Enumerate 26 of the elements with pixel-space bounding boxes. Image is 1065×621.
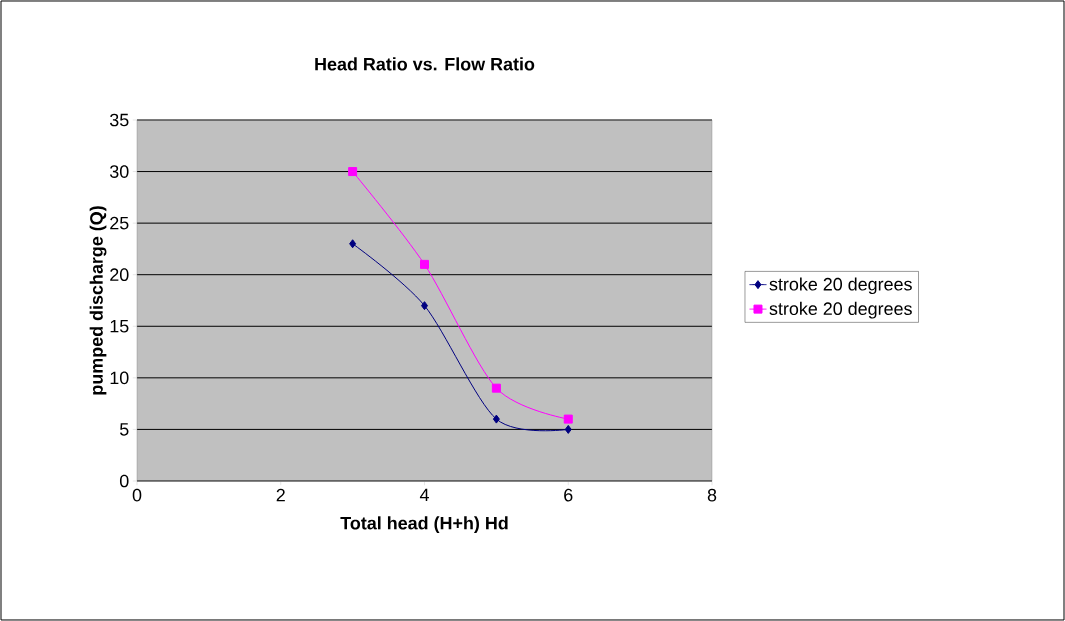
point xyxy=(348,167,358,177)
point xyxy=(563,414,573,424)
y-tick-label: 5 xyxy=(119,423,129,436)
x-tick-label: 2 xyxy=(276,488,285,502)
x-axis-title: Total head (H+h) Hd xyxy=(340,516,508,533)
point xyxy=(420,259,430,269)
y-tick-label: 20 xyxy=(110,268,129,282)
y-tick-label: 35 xyxy=(109,113,129,127)
point xyxy=(564,424,572,434)
y-tick-label: 10 xyxy=(110,371,129,385)
legend-label: stroke 20 degrees xyxy=(769,277,912,295)
point xyxy=(421,301,429,311)
point xyxy=(492,414,500,424)
x-tick-label: 8 xyxy=(707,488,717,502)
point xyxy=(349,239,357,249)
legend-label: stroke 20 degrees xyxy=(769,301,912,319)
x-tick-label: 0 xyxy=(132,488,142,502)
y-tick-label: 30 xyxy=(109,165,129,178)
x-tick-label: 6 xyxy=(564,488,573,502)
y-axis-title: pumped discharge (Q) xyxy=(89,206,107,395)
point xyxy=(491,383,501,393)
y-tick-label: 0 xyxy=(119,474,129,488)
y-tick-label: 15 xyxy=(110,320,129,333)
chart-title: Head Ratio vs. Flow Ratio xyxy=(315,57,535,71)
x-tick-label: 4 xyxy=(419,488,429,502)
y-tick-label: 25 xyxy=(110,216,129,230)
